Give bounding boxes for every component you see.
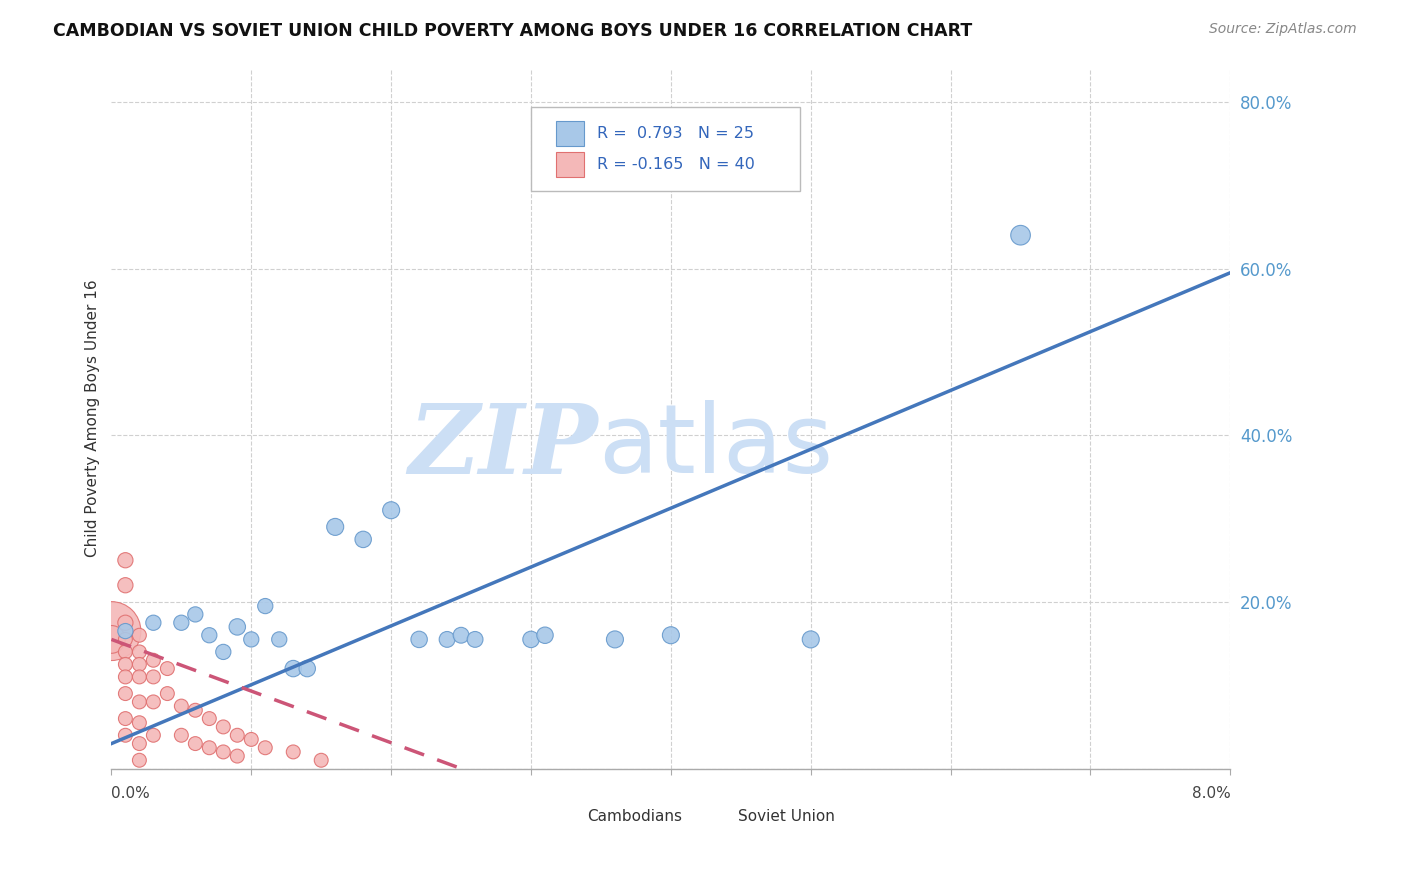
Point (184, 703, 207, 717)
Point (114, 645, 136, 659)
Point (170, 728, 193, 742)
Point (240, 732, 263, 747)
Point (114, 728, 136, 742)
Point (240, 632, 263, 647)
Point (128, 670, 150, 684)
Text: Cambodians: Cambodians (586, 809, 682, 824)
Point (212, 720, 235, 734)
Point (297, 662, 319, 676)
Text: 0.0%: 0.0% (111, 786, 150, 801)
Point (184, 737, 207, 751)
Point (142, 670, 165, 684)
Point (534, 628, 557, 642)
Text: Soviet Union: Soviet Union (738, 809, 835, 824)
Point (114, 578, 136, 592)
Point (142, 615, 165, 630)
Point (450, 628, 472, 642)
Point (128, 695, 150, 709)
Text: ZIP: ZIP (409, 400, 598, 493)
Text: CAMBODIAN VS SOVIET UNION CHILD POVERTY AMONG BOYS UNDER 16 CORRELATION CHART: CAMBODIAN VS SOVIET UNION CHILD POVERTY … (53, 22, 973, 40)
Y-axis label: Child Poverty Among Boys Under 16: Child Poverty Among Boys Under 16 (86, 280, 100, 558)
Point (254, 740, 277, 755)
Point (226, 728, 249, 742)
Point (603, 632, 626, 647)
Text: R = -0.165   N = 40: R = -0.165 N = 40 (598, 157, 755, 172)
Point (226, 620, 249, 634)
Point (114, 712, 136, 726)
Point (128, 645, 150, 659)
Bar (560, 808, 583, 826)
Point (283, 745, 305, 759)
Point (352, 533, 374, 547)
Point (254, 599, 277, 613)
Point (170, 699, 193, 714)
Point (114, 624, 136, 638)
Point (114, 553, 136, 567)
Point (198, 712, 221, 726)
Point (198, 628, 221, 642)
Bar (710, 808, 735, 826)
Point (184, 607, 207, 622)
Point (128, 657, 150, 672)
Point (436, 632, 458, 647)
Point (198, 740, 221, 755)
FancyBboxPatch shape (531, 107, 800, 191)
Bar (555, 153, 583, 177)
Point (800, 632, 823, 647)
Point (142, 653, 165, 667)
Text: atlas: atlas (598, 400, 834, 493)
Point (212, 745, 235, 759)
Point (269, 632, 291, 647)
Point (114, 615, 136, 630)
Point (128, 715, 150, 730)
Point (114, 657, 136, 672)
Point (283, 662, 305, 676)
Point (114, 632, 136, 647)
Text: 8.0%: 8.0% (1192, 786, 1230, 801)
Point (100, 624, 122, 638)
Point (380, 503, 402, 517)
Point (114, 670, 136, 684)
Point (156, 687, 179, 701)
Point (100, 632, 122, 647)
Text: Source: ZipAtlas.com: Source: ZipAtlas.com (1209, 22, 1357, 37)
Point (128, 753, 150, 767)
Point (226, 749, 249, 764)
Point (408, 632, 430, 647)
Point (212, 645, 235, 659)
Text: R =  0.793   N = 25: R = 0.793 N = 25 (598, 126, 754, 141)
Point (659, 628, 682, 642)
Point (156, 662, 179, 676)
Bar (555, 121, 583, 146)
Point (520, 632, 543, 647)
Point (309, 753, 332, 767)
Point (464, 632, 486, 647)
Point (114, 687, 136, 701)
Point (128, 628, 150, 642)
Point (1010, 228, 1032, 243)
Point (170, 615, 193, 630)
Point (323, 520, 346, 534)
Point (142, 695, 165, 709)
Point (128, 737, 150, 751)
Point (142, 728, 165, 742)
